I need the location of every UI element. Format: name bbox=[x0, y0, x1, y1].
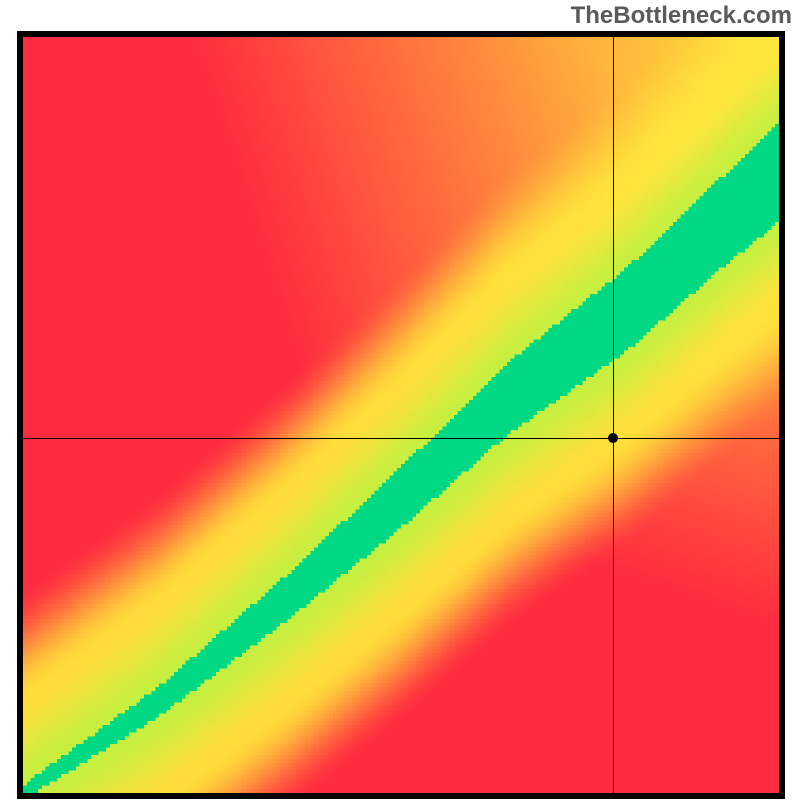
heatmap-plot-inner bbox=[23, 37, 779, 793]
crosshair-horizontal bbox=[23, 438, 779, 439]
heatmap-canvas bbox=[23, 37, 779, 793]
heatmap-plot-frame bbox=[17, 31, 785, 799]
crosshair-marker bbox=[608, 433, 618, 443]
crosshair-vertical bbox=[613, 37, 614, 793]
watermark-text: TheBottleneck.com bbox=[571, 2, 792, 30]
